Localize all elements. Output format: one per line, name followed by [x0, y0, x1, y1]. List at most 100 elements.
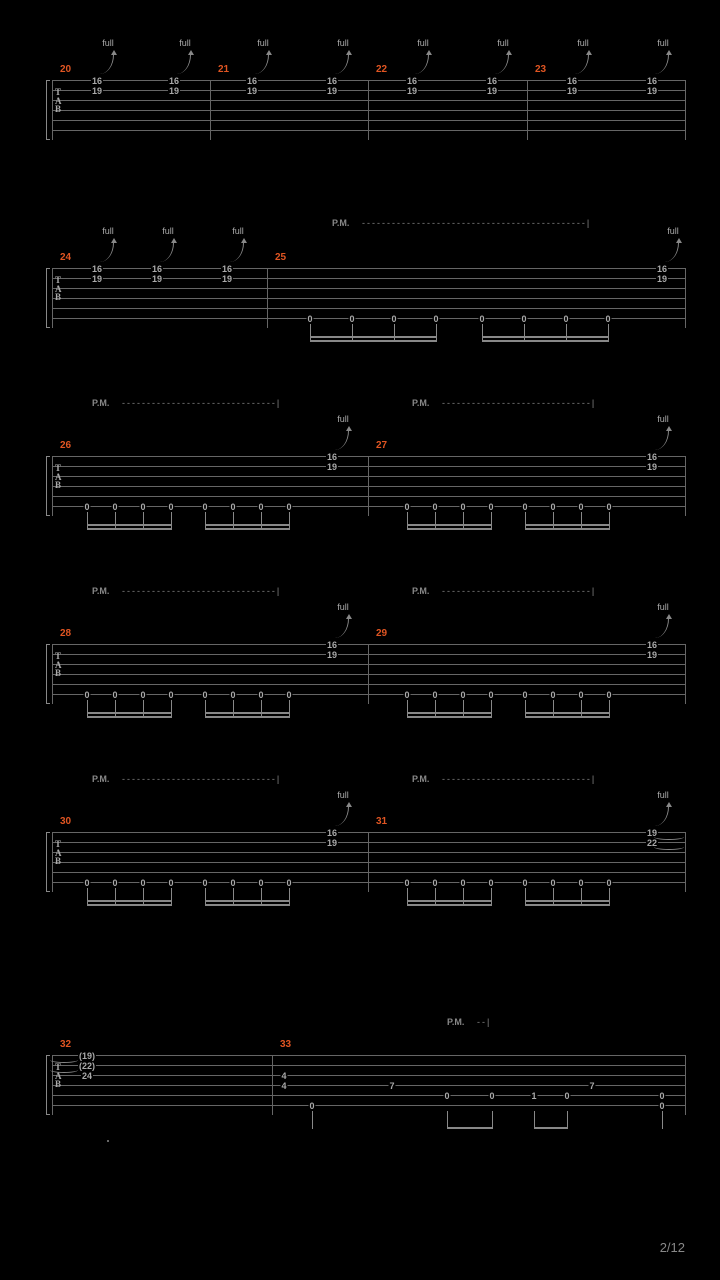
- fret-number: 0: [201, 502, 208, 512]
- palm-mute-label: P.M.: [412, 398, 429, 408]
- palm-mute-extent: -------------------------------|: [122, 774, 312, 784]
- bend-arrow: [655, 806, 669, 826]
- bend-arrow: [100, 242, 114, 262]
- fret-number: 19: [486, 86, 498, 96]
- fret-number: 1: [530, 1091, 537, 1101]
- fret-number: 19: [91, 86, 103, 96]
- measure-number: 22: [376, 64, 387, 75]
- tab-system-0: TAB2021222316191619161916191619161916191…: [52, 80, 685, 140]
- bend-label: full: [102, 38, 114, 48]
- beam: [407, 528, 491, 530]
- measure-number: 28: [60, 628, 71, 639]
- bend-label: full: [162, 226, 174, 236]
- palm-mute-extent: -------------------------------|: [122, 398, 312, 408]
- measure-number: 23: [535, 64, 546, 75]
- fret-number: 0: [306, 314, 313, 324]
- tab-system-1: TAB24251619161916191619fullfullfullfullP…: [52, 268, 685, 328]
- beam: [525, 716, 609, 718]
- fret-number: 0: [478, 314, 485, 324]
- fret-number: 16: [91, 76, 103, 86]
- system-bracket: [46, 80, 50, 140]
- measure-number: 31: [376, 816, 387, 827]
- fret-number: 0: [229, 502, 236, 512]
- beam: [205, 716, 289, 718]
- beam: [407, 716, 491, 718]
- fret-number: 4: [280, 1081, 287, 1091]
- measure-number: 21: [218, 64, 229, 75]
- fret-number: 0: [403, 502, 410, 512]
- bend-arrow: [335, 54, 349, 74]
- fret-number: 19: [246, 86, 258, 96]
- tab-staff: TAB24251619161916191619fullfullfullfullP…: [52, 268, 685, 328]
- beam: [447, 1127, 492, 1129]
- palm-mute-label: P.M.: [447, 1017, 464, 1027]
- bend-label: full: [417, 38, 429, 48]
- fret-number: 16: [326, 452, 338, 462]
- palm-mute-extent: ------------------------------|: [442, 774, 627, 784]
- bend-arrow: [655, 54, 669, 74]
- fret-number: 16: [326, 828, 338, 838]
- fret-number: 0: [459, 502, 466, 512]
- fret-number: 0: [443, 1091, 450, 1101]
- fret-number: 0: [459, 878, 466, 888]
- bend-arrow: [415, 54, 429, 74]
- palm-mute-label: P.M.: [332, 218, 349, 228]
- measure-number: 25: [275, 252, 286, 263]
- fret-number: 0: [83, 502, 90, 512]
- fret-number: 16: [221, 264, 233, 274]
- system-bracket: [46, 832, 50, 892]
- fret-number: 19: [168, 86, 180, 96]
- fret-number: 0: [521, 878, 528, 888]
- fret-number: (22): [78, 1061, 96, 1071]
- fret-number: 16: [168, 76, 180, 86]
- bend-arrow: [655, 430, 669, 450]
- fret-number: 0: [431, 690, 438, 700]
- fret-number: 0: [658, 1101, 665, 1111]
- fret-number: 19: [406, 86, 418, 96]
- tab-staff: TAB282916191619fullfullP.M.-------------…: [52, 644, 685, 704]
- palm-mute-label: P.M.: [92, 774, 109, 784]
- beam: [525, 904, 609, 906]
- fret-number: 0: [257, 690, 264, 700]
- fret-number: 0: [390, 314, 397, 324]
- tab-staff: TAB262716191619fullfullP.M.-------------…: [52, 456, 685, 516]
- tab-system-3: TAB282916191619fullfullP.M.-------------…: [52, 644, 685, 704]
- measure-number: 24: [60, 252, 71, 263]
- measure-number: 20: [60, 64, 71, 75]
- fret-number: 16: [646, 640, 658, 650]
- fret-number: 19: [566, 86, 578, 96]
- palm-mute-extent: ------------------------------|: [442, 398, 627, 408]
- fret-number: 16: [151, 264, 163, 274]
- beam: [205, 904, 289, 906]
- fret-number: 0: [348, 314, 355, 324]
- tab-staff: TAB303116191922fullfullP.M.-------------…: [52, 832, 685, 892]
- fret-number: 0: [549, 690, 556, 700]
- beam: [482, 340, 608, 342]
- bend-arrow: [335, 618, 349, 638]
- measure-number: 29: [376, 628, 387, 639]
- bend-label: full: [179, 38, 191, 48]
- tab-staff: TAB3233P.M.--|(19)(22)2444070010700: [52, 1055, 685, 1115]
- fret-number: 0: [432, 314, 439, 324]
- bend-label: full: [257, 38, 269, 48]
- fret-number: 0: [83, 690, 90, 700]
- rhythm-dot: [107, 1140, 109, 1142]
- fret-number: 16: [326, 76, 338, 86]
- bend-label: full: [337, 790, 349, 800]
- fret-number: 24: [81, 1071, 93, 1081]
- bend-arrow: [230, 242, 244, 262]
- fret-number: 0: [521, 502, 528, 512]
- beam: [407, 904, 491, 906]
- fret-number: 0: [257, 502, 264, 512]
- fret-number: 0: [431, 878, 438, 888]
- bend-arrow: [575, 54, 589, 74]
- fret-number: 0: [139, 502, 146, 512]
- fret-number: 16: [646, 76, 658, 86]
- bend-arrow: [655, 618, 669, 638]
- palm-mute-extent: --|: [477, 1017, 494, 1027]
- palm-mute-label: P.M.: [412, 586, 429, 596]
- fret-number: 0: [577, 502, 584, 512]
- fret-number: 19: [656, 274, 668, 284]
- measure-number: 33: [280, 1039, 291, 1050]
- fret-number: 0: [139, 878, 146, 888]
